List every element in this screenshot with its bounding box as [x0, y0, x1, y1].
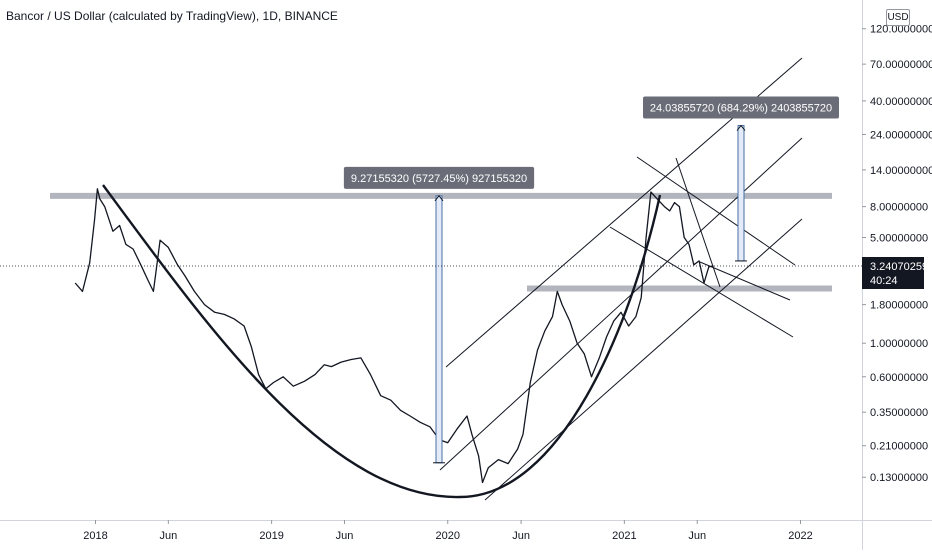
last-price-value: 3.24070259: [870, 261, 928, 273]
measure-range[interactable]: [435, 195, 443, 464]
y-tick-label: 0.13000000: [870, 472, 928, 484]
trend-line[interactable]: [484, 218, 803, 501]
y-tick-label: 24.00000000: [870, 129, 932, 141]
measure-arrow: [434, 195, 444, 202]
y-tick-label: 0.60000000: [870, 372, 928, 384]
y-tick-label: 0.35000000: [870, 407, 928, 419]
price-series-line[interactable]: [74, 188, 714, 484]
measure-arrow: [736, 124, 746, 131]
measure-range[interactable]: [737, 125, 745, 262]
y-tick-label: 120.00000000: [870, 24, 932, 36]
y-tick-label: 1.80000000: [870, 300, 928, 312]
y-tick-label: 8.00000000: [870, 202, 928, 214]
x-tick-label: 2020: [435, 530, 459, 542]
last-price-tag[interactable]: [862, 257, 924, 289]
last-price-countdown: 40:24: [870, 275, 898, 287]
measure-label-box: [343, 166, 535, 189]
trend-line[interactable]: [609, 226, 794, 338]
y-tick-label: 70.00000000: [870, 59, 932, 71]
trend-line[interactable]: [636, 156, 796, 266]
x-tick-label: Jun: [688, 530, 706, 542]
x-tick-label: Jun: [512, 530, 530, 542]
measure-label: 9.27155320 (5727.45%) 927155320: [351, 173, 527, 185]
cup-curve[interactable]: [102, 184, 662, 499]
x-tick-label: 2022: [788, 530, 812, 542]
y-tick-label: 5.00000000: [870, 233, 928, 245]
y-tick-label: 0.21000000: [870, 441, 928, 453]
measure-label-box: [643, 96, 839, 119]
x-tick-label: Jun: [159, 530, 177, 542]
x-tick-label: 2019: [259, 530, 283, 542]
x-tick-label: 2018: [83, 530, 107, 542]
currency-badge[interactable]: USD: [886, 9, 910, 26]
measure-label: 24.03855720 (684.29%) 2403855720: [650, 103, 832, 115]
y-tick-label: 14.00000000: [870, 165, 932, 177]
y-tick-label: 1.00000000: [870, 338, 928, 350]
x-tick-label: 2021: [612, 530, 636, 542]
y-tick-label: 40.00000000: [870, 96, 932, 108]
trend-line[interactable]: [699, 261, 791, 301]
x-tick-label: Jun: [336, 530, 354, 542]
chart-title: Bancor / US Dollar (calculated by Tradin…: [6, 9, 338, 23]
